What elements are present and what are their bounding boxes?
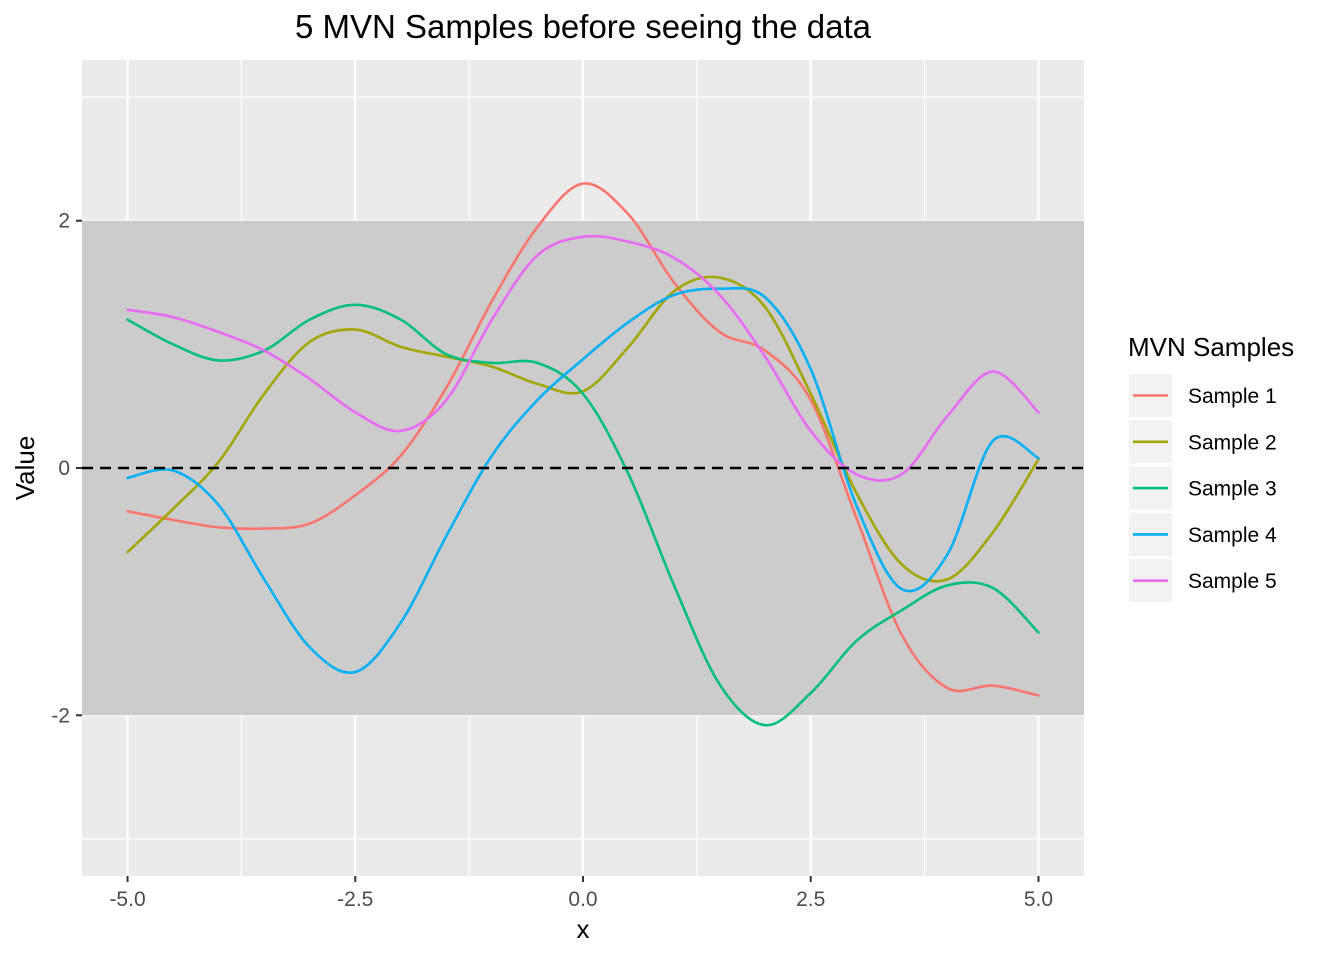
series-line-sample-3 <box>126 303 1040 727</box>
legend-item-sample-4: Sample 4 <box>1129 512 1277 556</box>
x-tick-label: 5.0 <box>1024 888 1053 911</box>
y-tick-label: -2 <box>51 704 70 727</box>
x-tick-label: -2.5 <box>337 888 373 911</box>
y-tick-label: 2 <box>58 210 70 233</box>
legend-item-sample-2: Sample 2 <box>1129 420 1277 464</box>
y-axis-label: Value <box>10 436 40 501</box>
x-axis-label: x <box>577 914 590 944</box>
y-tick-label: 0 <box>58 457 70 480</box>
axes: -5.0 -2.5 0.0 2.5 5.0 -2 0 2 <box>51 210 1053 911</box>
legend-item-sample-1: Sample 1 <box>1129 374 1277 417</box>
x-tick-label: -5.0 <box>109 888 145 911</box>
legend-label: Sample 5 <box>1188 570 1277 593</box>
series-line-sample-4 <box>126 286 1040 675</box>
legend-item-sample-5: Sample 5 <box>1129 559 1277 603</box>
series-line-sample-5 <box>126 234 1040 482</box>
series-line-sample-1 <box>126 182 1040 697</box>
legend-label: Sample 4 <box>1188 524 1277 547</box>
x-tick-label: 2.5 <box>796 888 825 911</box>
series-line-sample-2 <box>126 275 1040 583</box>
chart-title: 5 MVN Samples before seeing the data <box>295 8 872 45</box>
legend: MVN Samples Sample 1 Sample 2 Sample 3 Samp… <box>1128 332 1294 603</box>
legend-label: Sample 2 <box>1188 431 1277 454</box>
legend-title: MVN Samples <box>1128 332 1294 362</box>
legend-label: Sample 3 <box>1188 478 1277 501</box>
legend-item-sample-3: Sample 3 <box>1129 466 1277 510</box>
x-tick-label: 0.0 <box>568 888 597 911</box>
series-layer <box>126 182 1040 727</box>
legend-label: Sample 1 <box>1188 385 1277 408</box>
